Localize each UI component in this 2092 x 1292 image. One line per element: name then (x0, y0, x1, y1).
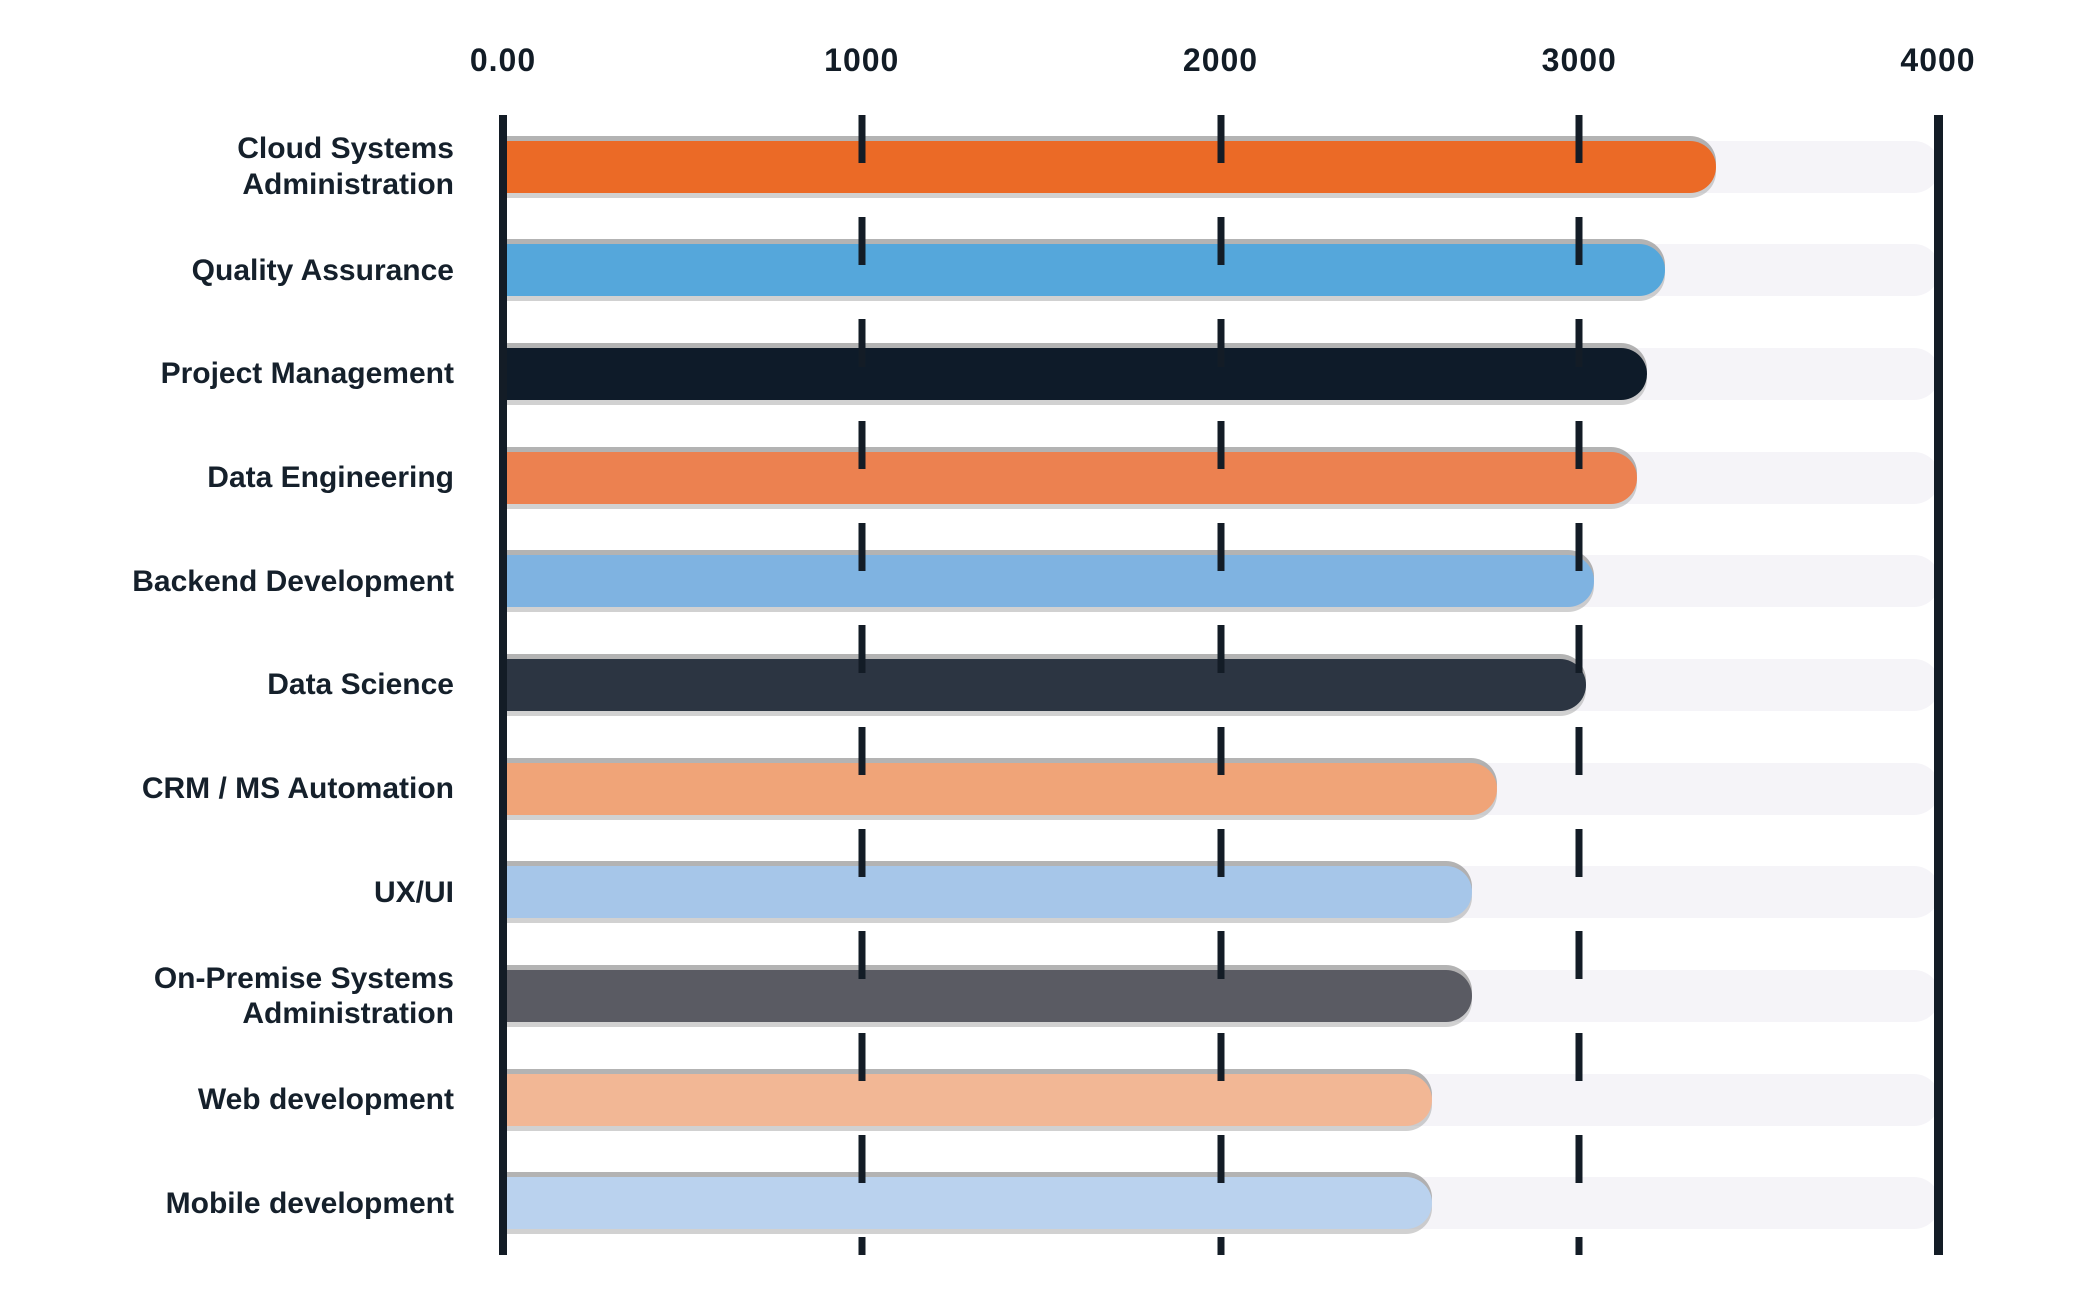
x-tick-label: 0.00 (469, 42, 537, 78)
category-label-text: Cloud Systems Administration (237, 132, 454, 201)
category-label: Project Management (0, 322, 468, 426)
bar (503, 659, 1587, 712)
bar-rows (503, 115, 1940, 1255)
category-label-text: Mobile development (165, 1186, 454, 1220)
bar (503, 244, 1666, 297)
category-label-text: Backend Development (132, 564, 454, 598)
category-label-text: Data Engineering (207, 461, 454, 495)
bar (503, 555, 1594, 608)
plot-area (499, 115, 1943, 1255)
category-label: On-Premise Systems Administration (0, 944, 468, 1048)
x-tick-label: 4000 (1900, 42, 1976, 78)
x-axis: 0.00 1000 2000 3000 4000 (470, 42, 1975, 98)
bar-row (503, 944, 1940, 1048)
bar-row (503, 219, 1940, 323)
category-label: Quality Assurance (0, 219, 468, 323)
bar-row (503, 737, 1940, 841)
bar-row (503, 633, 1940, 737)
category-label: UX/UI (0, 840, 468, 944)
bar-row (503, 530, 1940, 634)
bar (503, 1177, 1433, 1230)
bar (503, 762, 1497, 815)
category-label-text: Project Management (160, 357, 454, 391)
bar-row (503, 322, 1940, 426)
bar-row (503, 840, 1940, 944)
category-label-text: Web development (197, 1082, 454, 1116)
category-label-text: CRM / MS Automation (141, 771, 454, 805)
category-label: Backend Development (0, 530, 468, 634)
bar-row (503, 426, 1940, 530)
category-label-text: UX/UI (373, 875, 454, 909)
bar (503, 451, 1637, 504)
category-label: Cloud Systems Administration (0, 115, 468, 219)
y-axis-labels: Cloud Systems Administration Quality Assu… (0, 115, 468, 1255)
bar (503, 140, 1716, 193)
bar-row (503, 1151, 1940, 1255)
bar (503, 866, 1472, 919)
bar-row (503, 115, 1940, 219)
x-tick-label: 2000 (1182, 42, 1259, 78)
bar (503, 1073, 1433, 1126)
category-label-text: Data Science (267, 668, 454, 702)
bar (503, 969, 1472, 1022)
category-label: Data Science (0, 633, 468, 737)
bar-row (503, 1048, 1940, 1152)
bar (503, 348, 1648, 401)
category-label-text: On-Premise Systems Administration (153, 961, 454, 1030)
category-label: CRM / MS Automation (0, 737, 468, 841)
category-label: Web development (0, 1048, 468, 1152)
x-tick-label: 3000 (1541, 42, 1617, 78)
category-label: Mobile development (0, 1151, 468, 1255)
category-label: Data Engineering (0, 426, 468, 530)
category-label-text: Quality Assurance (191, 253, 454, 287)
x-tick-label: 1000 (824, 42, 900, 78)
